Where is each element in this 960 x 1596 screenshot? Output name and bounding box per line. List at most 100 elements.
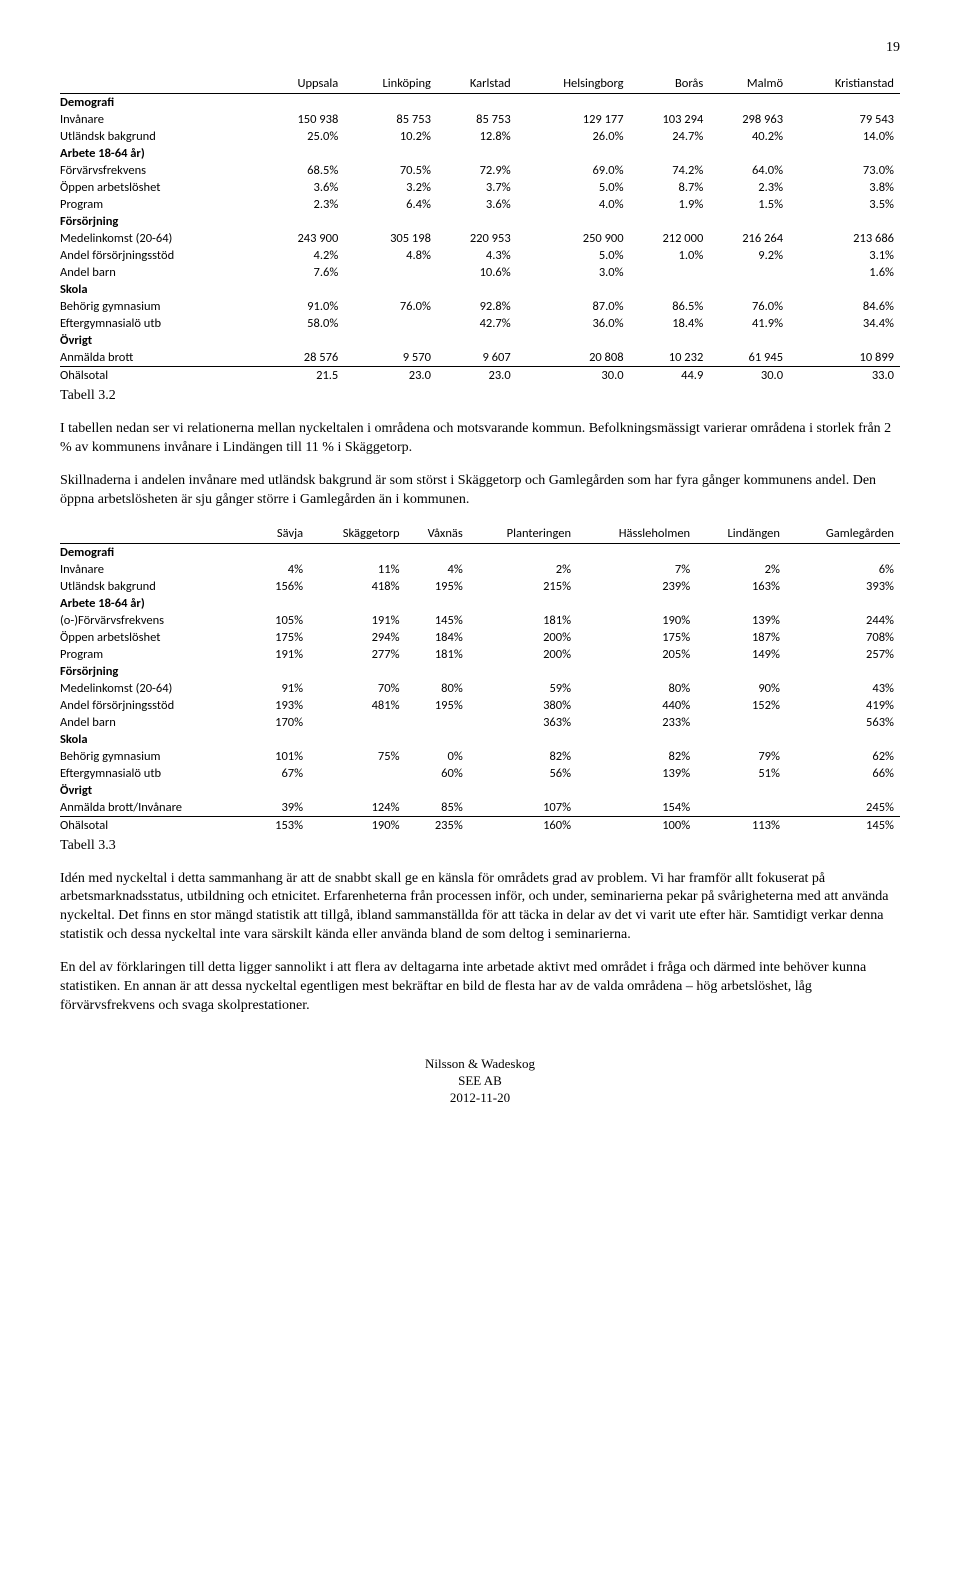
cell: [469, 543, 577, 561]
cell: 67%: [257, 765, 309, 782]
footer-line-3: 2012-11-20: [60, 1090, 900, 1107]
row-label: Andel försörjningsstöd: [60, 697, 257, 714]
paragraph-1: I tabellen nedan ser vi relationerna mel…: [60, 420, 900, 458]
table-row: Andel försörjningsstöd193%481%195%380%44…: [60, 697, 900, 714]
row-label: Eftergymnasialö utb: [60, 315, 265, 332]
cell: 90%: [696, 680, 786, 697]
cell: 80%: [577, 680, 696, 697]
cell: 244%: [786, 612, 900, 629]
cell: 152%: [696, 697, 786, 714]
cell: [344, 145, 437, 162]
cell: [469, 663, 577, 680]
cell: 1.9%: [630, 196, 710, 213]
cell: 58.0%: [265, 315, 345, 332]
cell: [265, 145, 345, 162]
cell: 305 198: [344, 230, 437, 247]
cell: 34.4%: [789, 315, 900, 332]
cell: 6%: [786, 561, 900, 578]
column-header: Helsingborg: [517, 74, 630, 94]
table-row: Eftergymnasialö utb58.0%42.7%36.0%18.4%4…: [60, 315, 900, 332]
cell: 10.6%: [437, 264, 517, 281]
cell: 3.6%: [265, 179, 345, 196]
paragraph-4: En del av förklaringen till detta ligger…: [60, 959, 900, 1016]
cell: 28 576: [265, 349, 345, 367]
cell: 30.0: [517, 367, 630, 385]
cell: 5.0%: [517, 179, 630, 196]
cell: 9 570: [344, 349, 437, 367]
paragraph-3: Idén med nyckeltal i detta sammanhang är…: [60, 870, 900, 946]
cell: [696, 714, 786, 731]
cell: 26.0%: [517, 128, 630, 145]
cell: 62%: [786, 748, 900, 765]
cell: 82%: [469, 748, 577, 765]
column-header: Borås: [630, 74, 710, 94]
cell: [437, 213, 517, 230]
cell: 2%: [696, 561, 786, 578]
cell: 145%: [406, 612, 469, 629]
cell: 191%: [309, 612, 405, 629]
cell: 43%: [786, 680, 900, 697]
cell: [344, 332, 437, 349]
cell: 23.0: [437, 367, 517, 385]
cell: 200%: [469, 646, 577, 663]
cell: [696, 731, 786, 748]
cell: 213 686: [789, 230, 900, 247]
table-row: Invånare150 93885 75385 753129 177103 29…: [60, 111, 900, 128]
table-row: (o-)Förvärvsfrekvens105%191%145%181%190%…: [60, 612, 900, 629]
table1-caption: Tabell 3.2: [60, 388, 900, 404]
row-label: Ohälsotal: [60, 367, 265, 385]
cell: 0%: [406, 748, 469, 765]
cell: 41.9%: [709, 315, 789, 332]
footer: Nilsson & Wadeskog SEE AB 2012-11-20: [60, 1056, 900, 1107]
cell: 20 808: [517, 349, 630, 367]
column-header: Våxnäs: [406, 524, 469, 544]
footer-line-2: SEE AB: [60, 1073, 900, 1090]
cell: 69.0%: [517, 162, 630, 179]
cell: 18.4%: [630, 315, 710, 332]
cell: [257, 543, 309, 561]
cell: [265, 332, 345, 349]
cell: 85 753: [437, 111, 517, 128]
cell: 11%: [309, 561, 405, 578]
cell: 419%: [786, 697, 900, 714]
table-row: Behörig gymnasium91.0%76.0%92.8%87.0%86.…: [60, 298, 900, 315]
cell: 79%: [696, 748, 786, 765]
cell: 42.7%: [437, 315, 517, 332]
cell: 200%: [469, 629, 577, 646]
row-label: Skola: [60, 731, 257, 748]
cell: [630, 213, 710, 230]
cell: 239%: [577, 578, 696, 595]
cell: [709, 264, 789, 281]
cell: [577, 663, 696, 680]
cell: 245%: [786, 799, 900, 817]
cell: 418%: [309, 578, 405, 595]
cell: [517, 213, 630, 230]
cell: 187%: [696, 629, 786, 646]
cell: [630, 94, 710, 112]
cell: 181%: [469, 612, 577, 629]
row-label: Invånare: [60, 111, 265, 128]
cell: [696, 595, 786, 612]
cell: 87.0%: [517, 298, 630, 315]
cell: [257, 731, 309, 748]
column-header: Karlstad: [437, 74, 517, 94]
cell: [517, 145, 630, 162]
cell: [577, 782, 696, 799]
cell: 3.8%: [789, 179, 900, 196]
row-label: Anmälda brott: [60, 349, 265, 367]
cell: [709, 145, 789, 162]
row-label: Medelinkomst (20-64): [60, 230, 265, 247]
cell: [630, 332, 710, 349]
table-row: Öppen arbetslöshet175%294%184%200%175%18…: [60, 629, 900, 646]
column-header: Sävja: [257, 524, 309, 544]
row-label: Behörig gymnasium: [60, 298, 265, 315]
row-label: Eftergymnasialö utb: [60, 765, 257, 782]
cell: 3.2%: [344, 179, 437, 196]
cell: [437, 332, 517, 349]
table-row: Demografi: [60, 543, 900, 561]
cell: 91.0%: [265, 298, 345, 315]
column-header: Malmö: [709, 74, 789, 94]
cell: 150 938: [265, 111, 345, 128]
cell: [265, 213, 345, 230]
cell: 235%: [406, 816, 469, 834]
